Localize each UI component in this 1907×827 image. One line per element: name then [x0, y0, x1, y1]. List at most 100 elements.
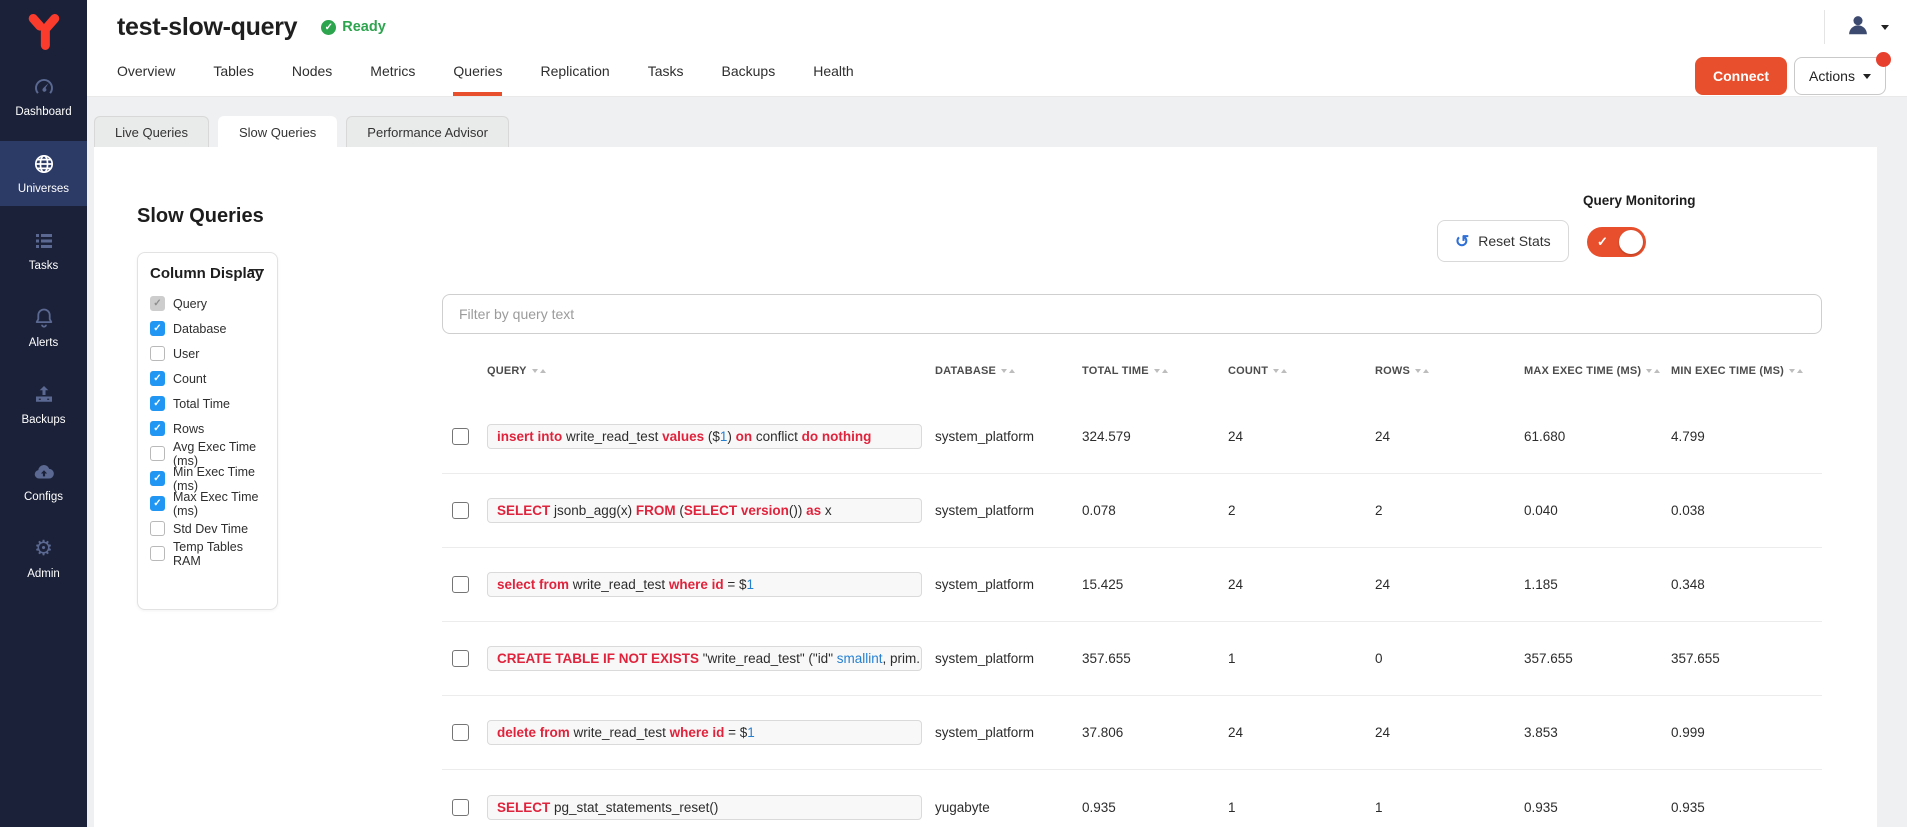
column-header-min-exec-time-ms[interactable]: MIN EXEC TIME (MS): [1671, 365, 1822, 377]
cell-count: 2: [1228, 503, 1236, 518]
sidebar-item-universes[interactable]: Universes: [0, 141, 87, 206]
cell-count: 1: [1228, 799, 1236, 815]
sidebar-item-label: Configs: [24, 491, 63, 503]
row-checkbox[interactable]: [452, 724, 469, 741]
checkbox-checked-icon[interactable]: ✓: [150, 421, 165, 436]
checkbox-unchecked-icon[interactable]: [150, 446, 165, 461]
row-checkbox[interactable]: [452, 798, 469, 816]
query-text: insert into write_read_test values ($1) …: [487, 424, 922, 449]
bell-icon: [32, 306, 56, 330]
connect-button[interactable]: Connect: [1695, 57, 1787, 95]
query-cell: insert into write_read_test values ($1) …: [487, 424, 935, 449]
sidebar-item-alerts[interactable]: Alerts: [0, 295, 87, 360]
checkbox-checked-icon[interactable]: ✓: [150, 396, 165, 411]
table-row[interactable]: SELECT jsonb_agg(x) FROM (SELECT version…: [442, 474, 1822, 548]
column-header-total-time[interactable]: TOTAL TIME: [1082, 365, 1228, 377]
cell-database: yugabyte: [935, 799, 990, 815]
query-monitoring-toggle[interactable]: ✓: [1587, 227, 1646, 257]
yugabyte-logo-icon[interactable]: [0, 0, 87, 64]
toggle-check-icon: ✓: [1597, 234, 1608, 249]
status-label: Ready: [342, 19, 386, 35]
toggle-knob: [1619, 230, 1643, 254]
row-checkbox[interactable]: [452, 650, 469, 667]
column-toggle-min-exec-time-ms[interactable]: ✓ Min Exec Time (ms): [150, 465, 265, 493]
sidebar-item-label: Admin: [27, 568, 60, 580]
checkbox-unchecked-icon[interactable]: [150, 546, 165, 561]
checkbox-checked-icon[interactable]: ✓: [150, 471, 165, 486]
sort-icons: [1001, 369, 1016, 373]
checkbox-unchecked-icon[interactable]: [150, 346, 165, 361]
tab-tables[interactable]: Tables: [213, 63, 254, 79]
column-toggle-query[interactable]: ✓ Query: [150, 291, 265, 316]
tab-overview[interactable]: Overview: [117, 63, 176, 79]
subtab-live-queries[interactable]: Live Queries: [94, 116, 209, 147]
query-text: CREATE TABLE IF NOT EXISTS "write_read_t…: [487, 646, 922, 671]
table-row[interactable]: delete from write_read_test where id = $…: [442, 696, 1822, 770]
sidebar-item-dashboard[interactable]: Dashboard: [0, 64, 87, 129]
column-toggle-total-time[interactable]: ✓ Total Time: [150, 391, 265, 416]
tab-backups[interactable]: Backups: [721, 63, 776, 79]
table-row[interactable]: select from write_read_test where id = $…: [442, 548, 1822, 622]
column-header-max-exec-time-ms[interactable]: MAX EXEC TIME (MS): [1524, 365, 1671, 377]
column-toggle-avg-exec-time-ms[interactable]: Avg Exec Time (ms): [150, 440, 265, 468]
tab-nodes[interactable]: Nodes: [291, 63, 333, 79]
row-checkbox[interactable]: [452, 576, 469, 593]
gear-icon: ⚙: [34, 537, 53, 560]
cell-max_exec_time: 61.680: [1524, 429, 1566, 444]
column-header-rows[interactable]: ROWS: [1375, 365, 1524, 377]
column-toggle-database[interactable]: ✓ Database: [150, 316, 265, 341]
query-filter-input[interactable]: [442, 294, 1822, 334]
cell-database: system_platform: [935, 429, 1035, 444]
tab-tasks[interactable]: Tasks: [647, 63, 684, 79]
cell-rows: 2: [1375, 503, 1383, 518]
cell-rows: 0: [1375, 651, 1383, 666]
sidebar-item-label: Universes: [17, 183, 70, 195]
checkbox-unchecked-icon[interactable]: [150, 521, 165, 536]
tab-health[interactable]: Health: [813, 63, 854, 79]
column-toggle-label: Temp Tables RAM: [173, 539, 243, 568]
query-cell: SELECT jsonb_agg(x) FROM (SELECT version…: [487, 498, 935, 523]
cell-max_exec_time: 0.040: [1524, 503, 1558, 518]
subtab-performance-advisor[interactable]: Performance Advisor: [346, 116, 509, 147]
tab-metrics[interactable]: Metrics: [370, 63, 416, 79]
column-header-database[interactable]: DATABASE: [935, 365, 1082, 377]
table-row[interactable]: insert into write_read_test values ($1) …: [442, 400, 1822, 474]
row-checkbox[interactable]: [452, 502, 469, 519]
subtab-slow-queries[interactable]: Slow Queries: [217, 116, 338, 148]
column-toggle-std-dev-time[interactable]: Std Dev Time: [150, 516, 265, 541]
sidebar-item-backups[interactable]: Backups: [0, 372, 87, 437]
user-avatar-icon[interactable]: [1845, 12, 1871, 43]
user-menu-chevron-icon[interactable]: [1881, 24, 1889, 30]
sidebar-item-tasks[interactable]: Tasks: [0, 218, 87, 283]
checkbox-checked-icon[interactable]: ✓: [150, 496, 165, 511]
column-toggle-label: User: [173, 346, 200, 361]
query-monitoring-label: Query Monitoring: [1583, 193, 1696, 208]
column-toggle-rows[interactable]: ✓ Rows: [150, 416, 265, 441]
actions-button[interactable]: Actions: [1794, 52, 1891, 95]
row-checkbox[interactable]: [452, 428, 469, 445]
table-row[interactable]: CREATE TABLE IF NOT EXISTS "write_read_t…: [442, 622, 1822, 696]
column-header-label: MAX EXEC TIME (MS): [1524, 365, 1642, 377]
column-header-query[interactable]: QUERY: [487, 365, 935, 377]
table-row[interactable]: SELECT pg_stat_statements_reset() yugabyt…: [442, 770, 1822, 827]
page-title: Slow Queries: [137, 205, 264, 227]
sort-icons: [1646, 369, 1661, 373]
column-toggle-max-exec-time-ms[interactable]: ✓ Max Exec Time (ms): [150, 490, 265, 518]
column-toggle-user[interactable]: User: [150, 341, 265, 366]
cell-count: 24: [1228, 725, 1244, 740]
tab-replication[interactable]: Replication: [540, 63, 610, 79]
sidebar-item-configs[interactable]: Configs: [0, 449, 87, 514]
checkbox-checked-icon[interactable]: ✓: [150, 371, 165, 386]
column-header-count[interactable]: COUNT: [1228, 365, 1375, 377]
column-header-label: MIN EXEC TIME (MS): [1671, 365, 1784, 377]
sidebar-item-admin[interactable]: ⚙ Admin: [0, 526, 87, 591]
collapse-minus-icon[interactable]: —: [249, 261, 264, 278]
column-toggle-count[interactable]: ✓ Count: [150, 366, 265, 391]
check-circle-icon: ✓: [321, 19, 337, 35]
cell-min_exec_time: 0.935: [1671, 799, 1705, 815]
row-select-cell: [442, 576, 487, 593]
checkbox-checked-icon[interactable]: ✓: [150, 321, 165, 336]
column-toggle-temp-tables-ram[interactable]: Temp Tables RAM: [150, 539, 265, 568]
reset-stats-button[interactable]: ↺ Reset Stats: [1437, 220, 1569, 262]
tab-queries[interactable]: Queries: [453, 63, 503, 96]
